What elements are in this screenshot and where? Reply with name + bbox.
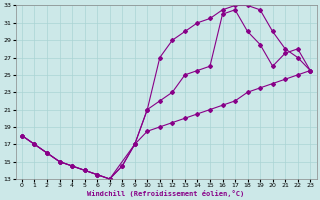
X-axis label: Windchill (Refroidissement éolien,°C): Windchill (Refroidissement éolien,°C)	[87, 190, 245, 197]
